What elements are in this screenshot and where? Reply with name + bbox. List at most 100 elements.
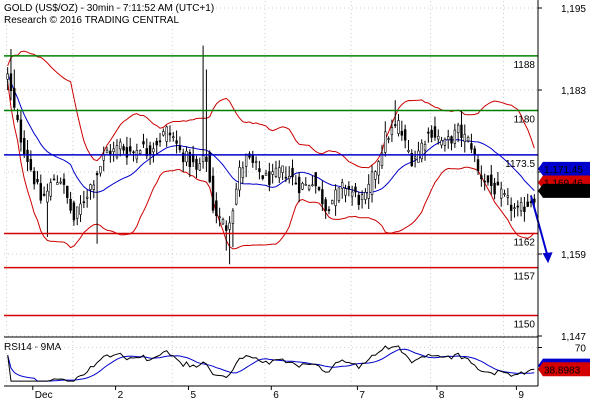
candle-body [99,166,102,174]
candle-body [119,141,122,150]
candle-body [456,124,460,134]
candle-body [72,202,76,221]
candle-body [32,171,36,185]
candle-body [483,180,486,183]
candle-body [364,192,367,200]
candle-body [129,146,132,152]
candle-body [384,131,387,153]
rsi-y-tick-label: 70 [575,344,587,355]
candle-body [158,140,162,143]
candle-body [337,187,341,201]
candle-body [241,167,245,179]
candle-body [122,146,125,151]
candle-body [182,152,185,163]
candle-body [261,175,264,179]
candle-body [264,173,268,176]
forecast-arrow [530,195,553,264]
candle-body [85,196,89,199]
candle-body [470,143,473,150]
level-label: 1162 [513,238,535,249]
candle-body [162,131,165,136]
candle-body [423,143,427,151]
candle-body [354,186,357,193]
candle-body [370,171,374,196]
candle-body [526,201,529,207]
candle-body [66,185,69,198]
candle-body [244,153,248,167]
x-tick-label: 5 [190,390,196,400]
rsi-tag-bg [538,362,590,377]
candle-body [26,149,29,162]
x-tick-label: 9 [518,390,524,400]
candle-body [476,159,480,171]
candle-body [420,142,423,159]
candle-body [16,114,19,121]
x-tick-label: 7 [359,390,365,400]
candle-body [76,206,79,219]
candle-body [294,182,298,185]
candle-body [102,154,105,161]
y-tick-label: 1,147 [561,332,586,343]
candle-body [380,152,384,167]
lower-band [7,82,535,250]
candle-body [6,73,9,80]
candle-body [377,161,380,176]
candle-body [79,203,82,215]
candle-body [281,165,284,173]
candle-body [394,124,397,126]
candle-body [513,207,516,209]
candle-body [142,141,145,145]
candle-body [235,188,238,205]
arrow-shaft [530,195,549,257]
candle-body [178,145,182,151]
candle-body [397,120,400,134]
candle-body [304,184,307,186]
candle-body [152,148,155,153]
candle-body [496,181,500,186]
candle-body [324,199,327,211]
candle-body [301,183,304,190]
candle-body [334,189,337,206]
price-pane: 1188 1180 1173.5 1162 1157 1150 [4,1,553,386]
candle-body [188,152,192,167]
candle-body [503,193,506,195]
level-label: 1157 [513,272,535,283]
candle-body [344,188,347,196]
candle-body [274,167,278,177]
level-label: 1180 [513,115,535,126]
price-tag: 1,168.23 [544,187,583,198]
candle-body [493,182,496,195]
candle-body [450,136,453,144]
chart-title: GOLD (US$/OZ) - 30min - 7:11:52 AM (UTC+… [4,3,214,14]
candle-body [62,178,66,185]
candle-body [42,193,46,196]
candle-body [208,152,211,183]
candle-body [317,186,321,191]
candle-body [407,149,410,152]
candle-body [165,126,168,142]
candle-body [360,194,364,200]
candle-body [59,181,62,184]
level-label: 1173.5 [505,159,535,170]
candle-body [168,132,172,136]
candle-body [447,136,450,140]
candle-body [347,186,351,190]
candle-body [443,139,447,146]
candle-body [13,88,16,108]
candle-body [516,205,519,208]
candle-body [460,124,463,138]
candle-body [89,184,92,190]
candle-body [238,167,241,191]
candle-body [231,210,235,224]
rsi-tag: 38.8983 [544,365,581,376]
price-tag: 1,171.45 [544,165,583,176]
candle-body [195,158,198,170]
candle-body [387,138,390,140]
candle-body [218,216,221,219]
candle-body [374,171,377,180]
candle-body [331,200,334,205]
candle-body [148,145,152,155]
level-label: 1188 [513,60,535,71]
